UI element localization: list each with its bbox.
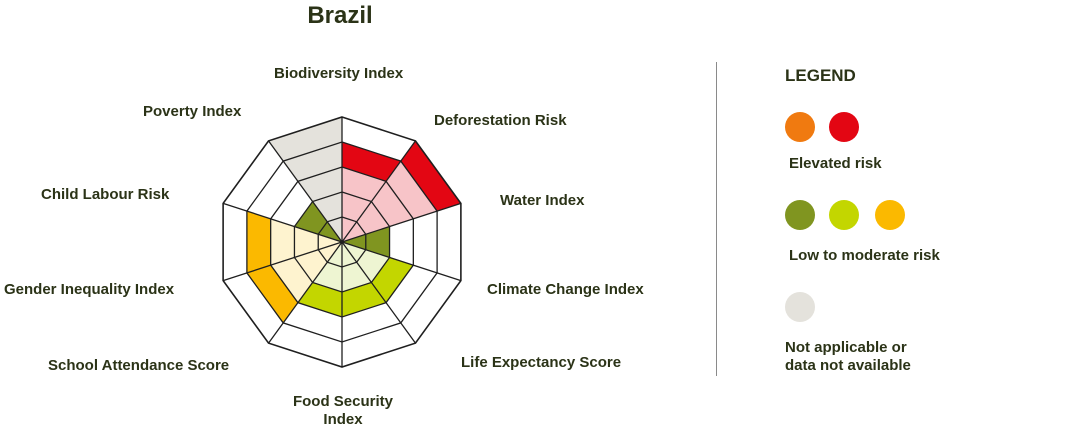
radar-sector-2-ring-5 bbox=[400, 140, 461, 212]
legend-elevated-label: Elevated risk bbox=[789, 155, 882, 172]
radar-sector-1-ring-1 bbox=[342, 217, 357, 242]
radar-sector-6-ring-3 bbox=[297, 282, 342, 317]
radar-spoke-4 bbox=[341, 241, 462, 282]
radar-sector-2-ring-2 bbox=[356, 201, 390, 235]
legend-na-line1: Not applicable or bbox=[785, 339, 907, 356]
legend-dot-orange bbox=[785, 112, 815, 142]
chart-title: Brazil bbox=[307, 2, 373, 29]
legend-dot-lime bbox=[829, 200, 859, 230]
radar-sector-5-ring-1 bbox=[342, 242, 357, 267]
radar-sector-8-ring-3 bbox=[270, 218, 295, 266]
radar-chart bbox=[222, 116, 462, 368]
radar-sector-10-ring-5 bbox=[268, 117, 342, 162]
food-label-line2: Index bbox=[323, 411, 363, 428]
radar-spoke-7 bbox=[268, 241, 343, 344]
radar-spoke-3 bbox=[341, 202, 462, 243]
radar-sector-8-ring-4 bbox=[246, 211, 271, 273]
radar-sector-9-ring-2 bbox=[294, 201, 328, 235]
legend-divider bbox=[716, 62, 717, 376]
radar-sector-4-ring-2 bbox=[356, 249, 390, 283]
radar-sector-8-ring-2 bbox=[294, 226, 319, 258]
radar-sector-6-ring-1 bbox=[327, 242, 342, 267]
axis-label-school: School Attendance Score bbox=[48, 357, 230, 374]
radar-sectors bbox=[246, 117, 461, 323]
axis-label-poverty: Poverty Index bbox=[143, 103, 242, 120]
legend-dot-olive bbox=[785, 200, 815, 230]
legend-dot-amber bbox=[875, 200, 905, 230]
axis-label-biodiversity: Biodiversity Index bbox=[274, 65, 404, 82]
legend-dot-red bbox=[829, 112, 859, 142]
radar-spoke-2 bbox=[341, 140, 416, 243]
radar-sector-10-ring-1 bbox=[327, 217, 342, 242]
radar-sector-3-ring-2 bbox=[365, 226, 390, 258]
axis-label-life-expectancy: Life Expectancy Score bbox=[461, 354, 622, 371]
radar-spoke-10 bbox=[268, 140, 343, 243]
radar-spoke-9 bbox=[222, 202, 343, 243]
legend-dot-grey bbox=[785, 292, 815, 322]
radar-spoke-5 bbox=[341, 241, 416, 344]
axis-label-gender: Gender Inequality Index bbox=[4, 281, 175, 298]
axis-label-deforestation: Deforestation Risk bbox=[434, 112, 567, 129]
axis-label-water: Water Index bbox=[500, 192, 585, 209]
radar-spoke-8 bbox=[222, 241, 343, 282]
radar-sector-10-ring-3 bbox=[297, 167, 342, 202]
axis-label-climate: Climate Change Index bbox=[487, 281, 644, 298]
radar-grid bbox=[222, 116, 462, 368]
axis-label-child-labour: Child Labour Risk bbox=[41, 186, 170, 203]
radar-sector-2-ring-4 bbox=[386, 161, 438, 219]
radar-sector-1-ring-3 bbox=[342, 167, 387, 202]
legend-title: LEGEND bbox=[785, 66, 856, 85]
legend-na-line2: data not available bbox=[785, 357, 911, 374]
radar-sector-7-ring-2 bbox=[294, 249, 328, 283]
legend-low-label: Low to moderate risk bbox=[789, 247, 940, 264]
radar-sector-7-ring-4 bbox=[246, 265, 298, 323]
radar-sector-3-ring-1 bbox=[342, 234, 366, 250]
axis-label-food-security: Food Security Index bbox=[276, 393, 410, 429]
legend-na-label: Not applicable or data not available bbox=[785, 339, 911, 375]
food-label-line1: Food Security bbox=[292, 393, 393, 410]
radar-sector-8-ring-1 bbox=[318, 234, 342, 250]
radar-sector-5-ring-3 bbox=[342, 282, 387, 317]
